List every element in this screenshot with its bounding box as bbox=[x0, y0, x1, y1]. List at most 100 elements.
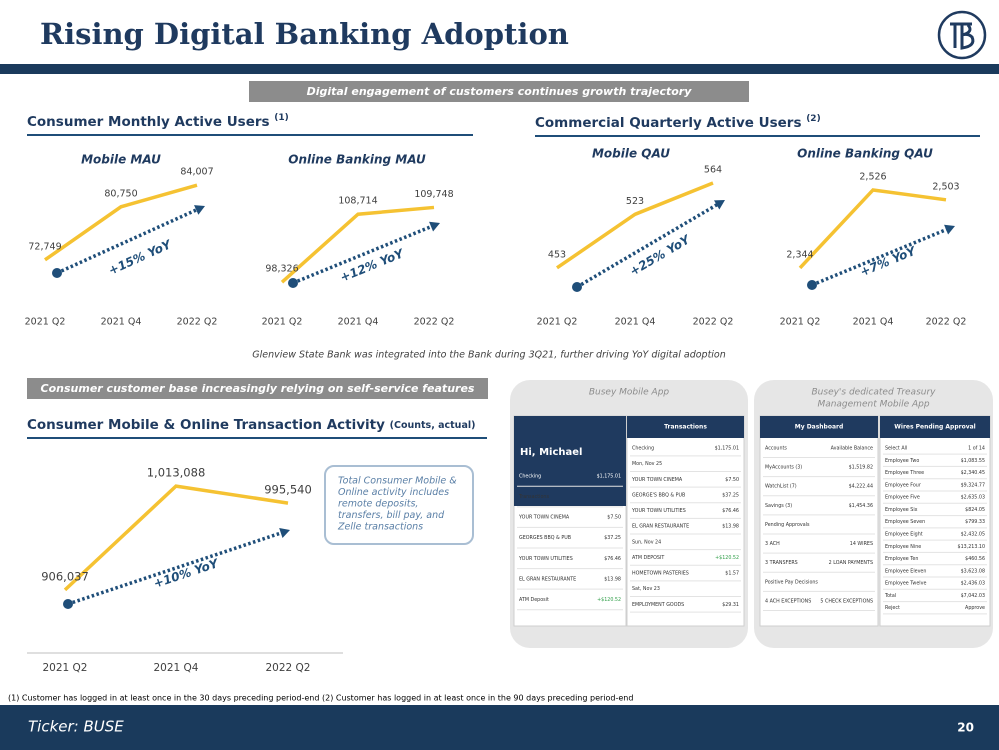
section-title: Commercial Quarterly Active Users (2) bbox=[535, 114, 821, 132]
phone-row-label: Savings (3) bbox=[765, 503, 792, 509]
phone-row-label: Employee Eight bbox=[885, 532, 923, 538]
x-tick-label: 2021 Q4 bbox=[153, 662, 198, 674]
phone-row-value: Available Balance bbox=[831, 446, 873, 452]
phone-row-value: $1,175.01 bbox=[715, 446, 739, 452]
callout-text: Total Consumer Mobile & bbox=[338, 476, 457, 487]
x-tick-label: 2022 Q2 bbox=[177, 317, 218, 328]
phone-row-value: $1.57 bbox=[725, 571, 739, 577]
arrow-head bbox=[279, 528, 290, 539]
section-title: Consumer Monthly Active Users (1) bbox=[27, 113, 289, 131]
data-label: 453 bbox=[548, 249, 566, 260]
x-tick-label: 2021 Q2 bbox=[780, 317, 821, 328]
x-tick-label: 2021 Q2 bbox=[42, 662, 87, 674]
x-tick-label: 2022 Q2 bbox=[926, 317, 967, 328]
banner-text: Digital engagement of customers continue… bbox=[307, 85, 693, 98]
phone-row-label: YOUR TOWN CINEMA bbox=[518, 515, 570, 521]
chart-subtitle: Mobile QAU bbox=[592, 147, 670, 161]
callout-box bbox=[324, 465, 474, 545]
data-label: 2,344 bbox=[786, 249, 813, 260]
phone-row-value: $7,042.03 bbox=[961, 593, 985, 599]
section-note: (1) bbox=[274, 113, 289, 123]
data-label: 564 bbox=[704, 164, 722, 175]
logo bbox=[937, 10, 987, 60]
arrow-dot bbox=[572, 282, 582, 292]
phone-row-value: $824.05 bbox=[965, 507, 985, 513]
section-title-text: Consumer Monthly Active Users bbox=[27, 114, 270, 130]
phone-row-value: $2,432.05 bbox=[961, 532, 985, 538]
phone-caption: Busey Mobile App bbox=[589, 388, 670, 398]
phone-row-label: Sun, Nov 24 bbox=[632, 539, 661, 545]
phone-row-value: Approve bbox=[965, 605, 985, 611]
phone-row-value: $1,454.36 bbox=[849, 503, 873, 509]
data-line bbox=[280, 205, 435, 284]
header-bar bbox=[0, 64, 999, 74]
x-tick-label: 2022 Q2 bbox=[265, 662, 310, 674]
x-tick-label: 2021 Q4 bbox=[853, 317, 894, 328]
arrow-head bbox=[944, 224, 955, 235]
phone-row-value: $1,083.55 bbox=[961, 458, 985, 464]
trend-arrow bbox=[292, 224, 434, 285]
phone-row-label: GEORGES BBQ & PUB bbox=[519, 535, 571, 541]
phone-row-value: $76.46 bbox=[722, 508, 739, 514]
page-number: 20 bbox=[957, 721, 974, 735]
section-title: Consumer Mobile & Online Transaction Act… bbox=[27, 417, 475, 433]
data-label: 108,714 bbox=[338, 196, 377, 207]
phone-row-label: ATM Deposit bbox=[519, 597, 549, 603]
data-label: 84,007 bbox=[180, 167, 213, 178]
phone-header bbox=[627, 416, 744, 438]
phone-row-label: Total bbox=[884, 593, 896, 599]
phone-row-label: YOUR TOWN UTILITIES bbox=[631, 508, 686, 514]
phone-header-text: Transactions bbox=[664, 424, 707, 431]
phone-row-value: $37.25 bbox=[722, 492, 739, 498]
phone-row-value: 1 of 14 bbox=[968, 446, 985, 452]
arrow-head bbox=[429, 221, 440, 232]
data-line bbox=[43, 183, 198, 262]
phone-row-label: GEORGE'S BBQ & PUB bbox=[632, 492, 685, 498]
phone-row-label: Employee Two bbox=[885, 458, 919, 464]
chart-subtitle: Online Banking MAU bbox=[288, 153, 426, 167]
arrow-head bbox=[194, 205, 205, 215]
phone-row-label: Employee Six bbox=[885, 507, 918, 513]
phone-row-value: 2 LOAN PAYMENTS bbox=[829, 560, 873, 566]
phone-row-label: Employee Ten bbox=[885, 556, 918, 562]
x-tick-label: 2022 Q2 bbox=[414, 317, 455, 328]
title: Rising Digital Banking Adoption bbox=[40, 17, 569, 51]
data-line bbox=[798, 188, 947, 270]
phone-row-value: $13.98 bbox=[722, 524, 739, 530]
phone-row-label: Reject bbox=[885, 605, 900, 611]
phone-row-value: $2,436.03 bbox=[961, 581, 985, 587]
data-label: 2,503 bbox=[932, 181, 959, 192]
phone-row-value: $1,519.82 bbox=[849, 465, 873, 471]
phone-row-value: $2,635.03 bbox=[961, 495, 985, 501]
phone-row-value: $37.25 bbox=[604, 535, 621, 541]
phone-row-label: Pending Approvals bbox=[765, 522, 810, 528]
phone-row-value: +$120.52 bbox=[715, 555, 739, 561]
phone-row-label: Employee Nine bbox=[885, 544, 921, 550]
phone-row-label: YOUR TOWN CINEMA bbox=[631, 477, 683, 483]
callout-text: transfers, bill pay, and bbox=[338, 510, 445, 521]
x-tick-label: 2021 Q2 bbox=[262, 317, 303, 328]
phone-row-value: 5 CHECK EXCEPTIONS bbox=[820, 598, 873, 604]
x-tick-label: 2021 Q4 bbox=[101, 317, 142, 328]
phone-row-label: Checking bbox=[632, 446, 654, 452]
phone-header-text: Hi, Michael bbox=[520, 447, 582, 458]
phone-header-text: My Dashboard bbox=[795, 424, 844, 431]
phone-row-value: $2,340.45 bbox=[961, 470, 985, 476]
x-tick-label: 2021 Q2 bbox=[25, 317, 66, 328]
arrow-dot bbox=[63, 599, 73, 609]
phone-row-label: ATM DEPOSIT bbox=[632, 555, 664, 561]
phone-row-label: Select All bbox=[885, 446, 907, 452]
data-label: 109,748 bbox=[414, 189, 453, 200]
arrow-dot bbox=[52, 268, 62, 278]
phone-row-value: $13.98 bbox=[604, 576, 621, 582]
phone-row-label: WatchList (7) bbox=[765, 484, 797, 490]
x-tick-label: 2022 Q2 bbox=[693, 317, 734, 328]
data-line bbox=[556, 181, 714, 270]
data-label: 2,526 bbox=[859, 171, 886, 182]
section-title-text: Consumer Mobile & Online Transaction Act… bbox=[27, 417, 385, 433]
banner-text: Consumer customer base increasingly rely… bbox=[41, 382, 475, 395]
phone-row-label: EL GRAN RESTAURANTE bbox=[632, 524, 689, 530]
phone-row-label: Employee Eleven bbox=[885, 568, 926, 574]
phone-row-label: Checking bbox=[519, 474, 541, 480]
